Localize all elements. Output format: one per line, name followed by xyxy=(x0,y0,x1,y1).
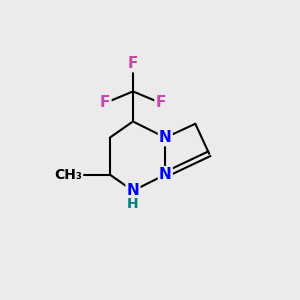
Text: CH₃: CH₃ xyxy=(54,168,82,182)
Text: F: F xyxy=(155,95,166,110)
Text: F: F xyxy=(128,56,138,71)
Text: N: N xyxy=(159,167,172,182)
Text: H: H xyxy=(127,197,139,211)
Text: N: N xyxy=(159,130,172,145)
Text: N: N xyxy=(127,183,139,198)
Text: F: F xyxy=(100,95,110,110)
